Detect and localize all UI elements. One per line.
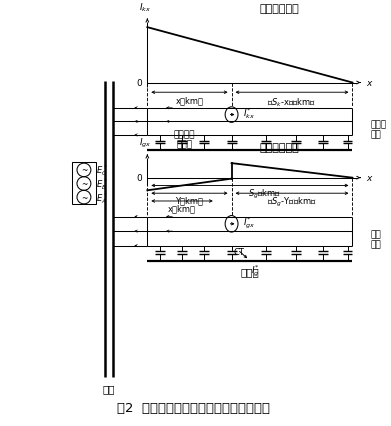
Text: ~: ~: [81, 180, 87, 189]
Text: （$S_k$-x）（km）: （$S_k$-x）（km）: [267, 96, 317, 108]
Text: $E_A^*$: $E_A^*$: [96, 190, 108, 205]
Text: 0: 0: [136, 79, 142, 88]
Text: 非故障
馈线: 非故障 馈线: [370, 120, 386, 139]
Text: $E_C^*$: $E_C^*$: [96, 163, 108, 178]
Text: 零序电流
监测点: 零序电流 监测点: [174, 130, 195, 149]
Text: $I_{gx}^{*}$: $I_{gx}^{*}$: [244, 215, 256, 230]
Text: $E_B^*$: $E_B^*$: [96, 177, 108, 192]
Text: $I_g^{*}$: $I_g^{*}$: [251, 262, 260, 278]
Text: $I_{gx}$: $I_{gx}$: [139, 136, 152, 149]
Text: 图2  单相接地辐射状配电网零序电流分布: 图2 单相接地辐射状配电网零序电流分布: [117, 401, 271, 414]
Text: x（km）: x（km）: [168, 204, 196, 213]
Bar: [72, 163, 96, 204]
Text: $S_g$（km）: $S_g$（km）: [248, 188, 281, 201]
Text: 故障
馈线: 故障 馈线: [370, 230, 381, 249]
Text: x（km）: x（km）: [176, 96, 203, 105]
Text: $I_{kx}$: $I_{kx}$: [139, 1, 151, 14]
Text: $x$: $x$: [366, 174, 374, 183]
Text: 零序电流分布: 零序电流分布: [260, 3, 300, 14]
Text: ~: ~: [81, 193, 87, 202]
Text: $I_{kx}^{*}$: $I_{kx}^{*}$: [244, 106, 256, 121]
Text: （$S_g$-Y）（km）: （$S_g$-Y）（km）: [267, 196, 317, 209]
Text: Y（km）: Y（km）: [176, 196, 203, 204]
Text: 故障点: 故障点: [240, 266, 259, 276]
Text: CT: CT: [233, 247, 244, 256]
Text: $x$: $x$: [366, 79, 374, 88]
Text: 零序电流分布: 零序电流分布: [260, 143, 300, 153]
Text: 0: 0: [136, 174, 142, 183]
Text: 母线: 母线: [102, 384, 115, 394]
Text: ~: ~: [81, 166, 87, 175]
